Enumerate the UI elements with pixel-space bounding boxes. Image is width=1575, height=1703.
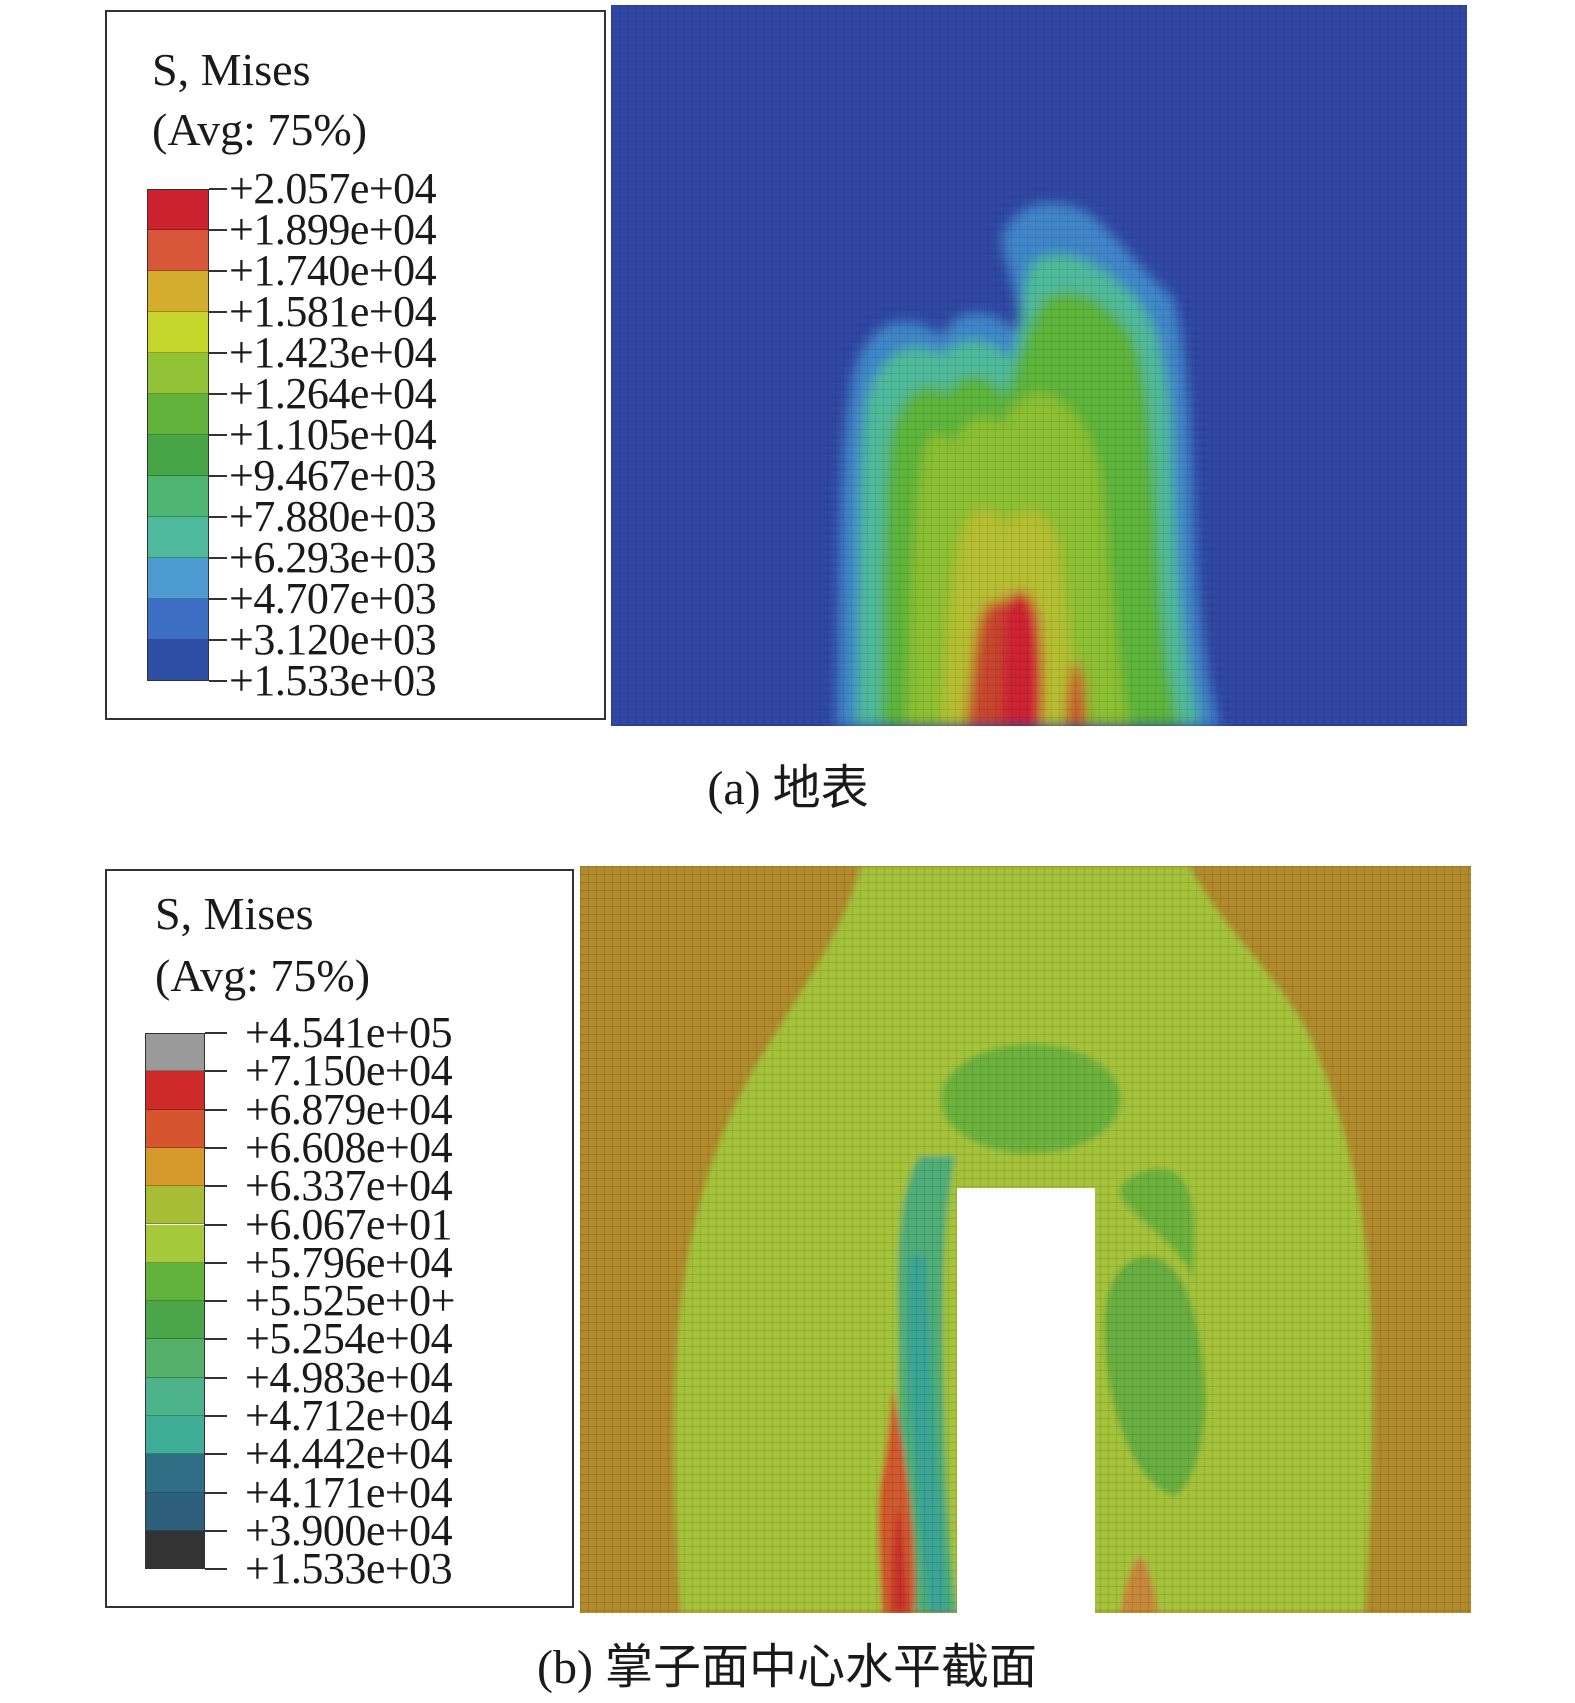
scale-value-label: +1.533e+03 <box>229 656 437 705</box>
scale-value-label: +4.707e+03 <box>229 574 437 623</box>
scale-value-label: +5.254e+04 <box>245 1314 453 1364</box>
color-swatch <box>145 1492 205 1531</box>
color-swatch <box>147 558 209 599</box>
scale-value-label: +1.533e+03 <box>245 1544 453 1594</box>
scale-value-label: +1.899e+04 <box>229 205 437 254</box>
scale-tick <box>209 311 227 313</box>
scale-value-label: +4.712e+04 <box>245 1391 453 1440</box>
scale-value-label: +1.740e+04 <box>229 246 437 295</box>
color-swatch <box>147 640 209 681</box>
color-swatch <box>145 1416 205 1455</box>
scale-value-label: +5.525e+0+ <box>245 1276 455 1326</box>
scale-value-label: +2.057e+04 <box>229 164 437 213</box>
scale-tick <box>209 598 227 600</box>
scale-value-label: +3.120e+03 <box>229 615 437 664</box>
legend-title: S, Mises <box>155 888 314 939</box>
scale-tick <box>209 188 227 190</box>
scale-tick <box>209 229 227 231</box>
scale-value-label: +4.442e+04 <box>245 1429 453 1479</box>
scale-tick <box>205 1300 227 1303</box>
scale-value-label: +6.067e+01 <box>245 1199 453 1249</box>
scale-value-label: +1.264e+04 <box>229 369 437 418</box>
color-swatch <box>147 599 209 640</box>
scale-tick <box>209 352 227 354</box>
scale-value-label: +7.880e+03 <box>229 492 437 541</box>
caption-panel-a: (a) 地表 <box>707 762 869 815</box>
scale-tick <box>205 1568 227 1571</box>
scale-value-label: +5.796e+04 <box>245 1237 453 1287</box>
legend-panel-b: S, Mises (Avg: 75%) +4.541e+05 +7.150e+04… <box>105 869 574 1608</box>
scale-value-label: +1.581e+04 <box>229 287 437 336</box>
scale-tick <box>205 1108 227 1111</box>
color-swatch <box>145 1262 205 1302</box>
scale-tick <box>205 1261 227 1264</box>
legend-panel-a: S, Mises (Avg: 75%) +2.057e+04 +1.899e+04… <box>105 10 606 720</box>
legend-subtitle: (Avg: 75%) <box>152 104 368 155</box>
scale-tick <box>205 1453 227 1456</box>
scale-tick <box>209 639 227 641</box>
scale-value-label: +6.293e+03 <box>229 533 437 582</box>
scale-value-label: +1.423e+04 <box>229 328 437 377</box>
scale-tick <box>205 1376 227 1379</box>
scale-tick <box>209 393 227 395</box>
scale-tick <box>205 1032 227 1034</box>
contour-plot-surface <box>611 5 1467 726</box>
scale-tick <box>205 1185 227 1188</box>
mesh-grid <box>611 5 1467 726</box>
scale-value-label: +4.983e+04 <box>245 1352 453 1402</box>
color-swatch <box>145 1186 205 1225</box>
color-swatch <box>147 230 209 271</box>
scale-tick <box>205 1070 227 1073</box>
color-swatch <box>145 1224 205 1263</box>
scale-tick <box>209 557 227 559</box>
scale-value-label: +3.900e+04 <box>245 1505 453 1555</box>
color-swatch <box>145 1033 205 1072</box>
color-swatch <box>145 1454 205 1493</box>
contour-plot-section <box>580 866 1471 1613</box>
scale-tick <box>205 1146 227 1149</box>
scale-value-label: +4.171e+04 <box>245 1467 453 1517</box>
color-bar-outline <box>147 189 209 681</box>
color-swatch <box>145 1147 205 1187</box>
scale-tick <box>205 1338 227 1341</box>
legend-subtitle: (Avg: 75%) <box>155 950 371 1001</box>
scale-tick <box>205 1529 227 1532</box>
color-swatch <box>147 394 209 435</box>
scale-value-label: +9.467e+03 <box>229 451 437 500</box>
scale-tick <box>209 475 227 477</box>
scale-value-label: +6.879e+04 <box>245 1084 453 1134</box>
scale-tick <box>209 270 227 272</box>
color-swatch <box>147 312 209 353</box>
scale-tick <box>205 1415 227 1417</box>
scale-tick <box>209 680 227 682</box>
color-swatch <box>147 435 209 476</box>
color-swatch <box>147 476 209 517</box>
scale-tick <box>209 516 227 518</box>
scale-tick <box>209 434 227 436</box>
scale-value-label: +4.541e+05 <box>245 1008 453 1057</box>
tunnel-opening <box>957 1188 1095 1613</box>
color-swatch <box>147 189 209 230</box>
color-swatch <box>147 517 209 558</box>
scale-value-label: +6.337e+04 <box>245 1161 453 1211</box>
color-bar-outline <box>145 1033 205 1570</box>
color-swatch <box>145 1377 205 1416</box>
scale-value-label: +1.105e+04 <box>229 410 437 459</box>
color-swatch <box>145 1071 205 1110</box>
caption-panel-b: (b) 掌子面中心水平截面 <box>537 1641 1037 1694</box>
color-swatch <box>145 1109 205 1148</box>
scale-tick <box>205 1223 227 1226</box>
scale-value-label: +6.608e+04 <box>245 1122 453 1172</box>
scale-value-label: +7.150e+04 <box>245 1046 453 1096</box>
scale-tick <box>205 1491 227 1494</box>
color-swatch <box>145 1301 205 1340</box>
color-swatch <box>145 1339 205 1378</box>
color-swatch <box>147 353 209 394</box>
legend-title: S, Mises <box>152 44 311 95</box>
color-swatch <box>147 271 209 312</box>
